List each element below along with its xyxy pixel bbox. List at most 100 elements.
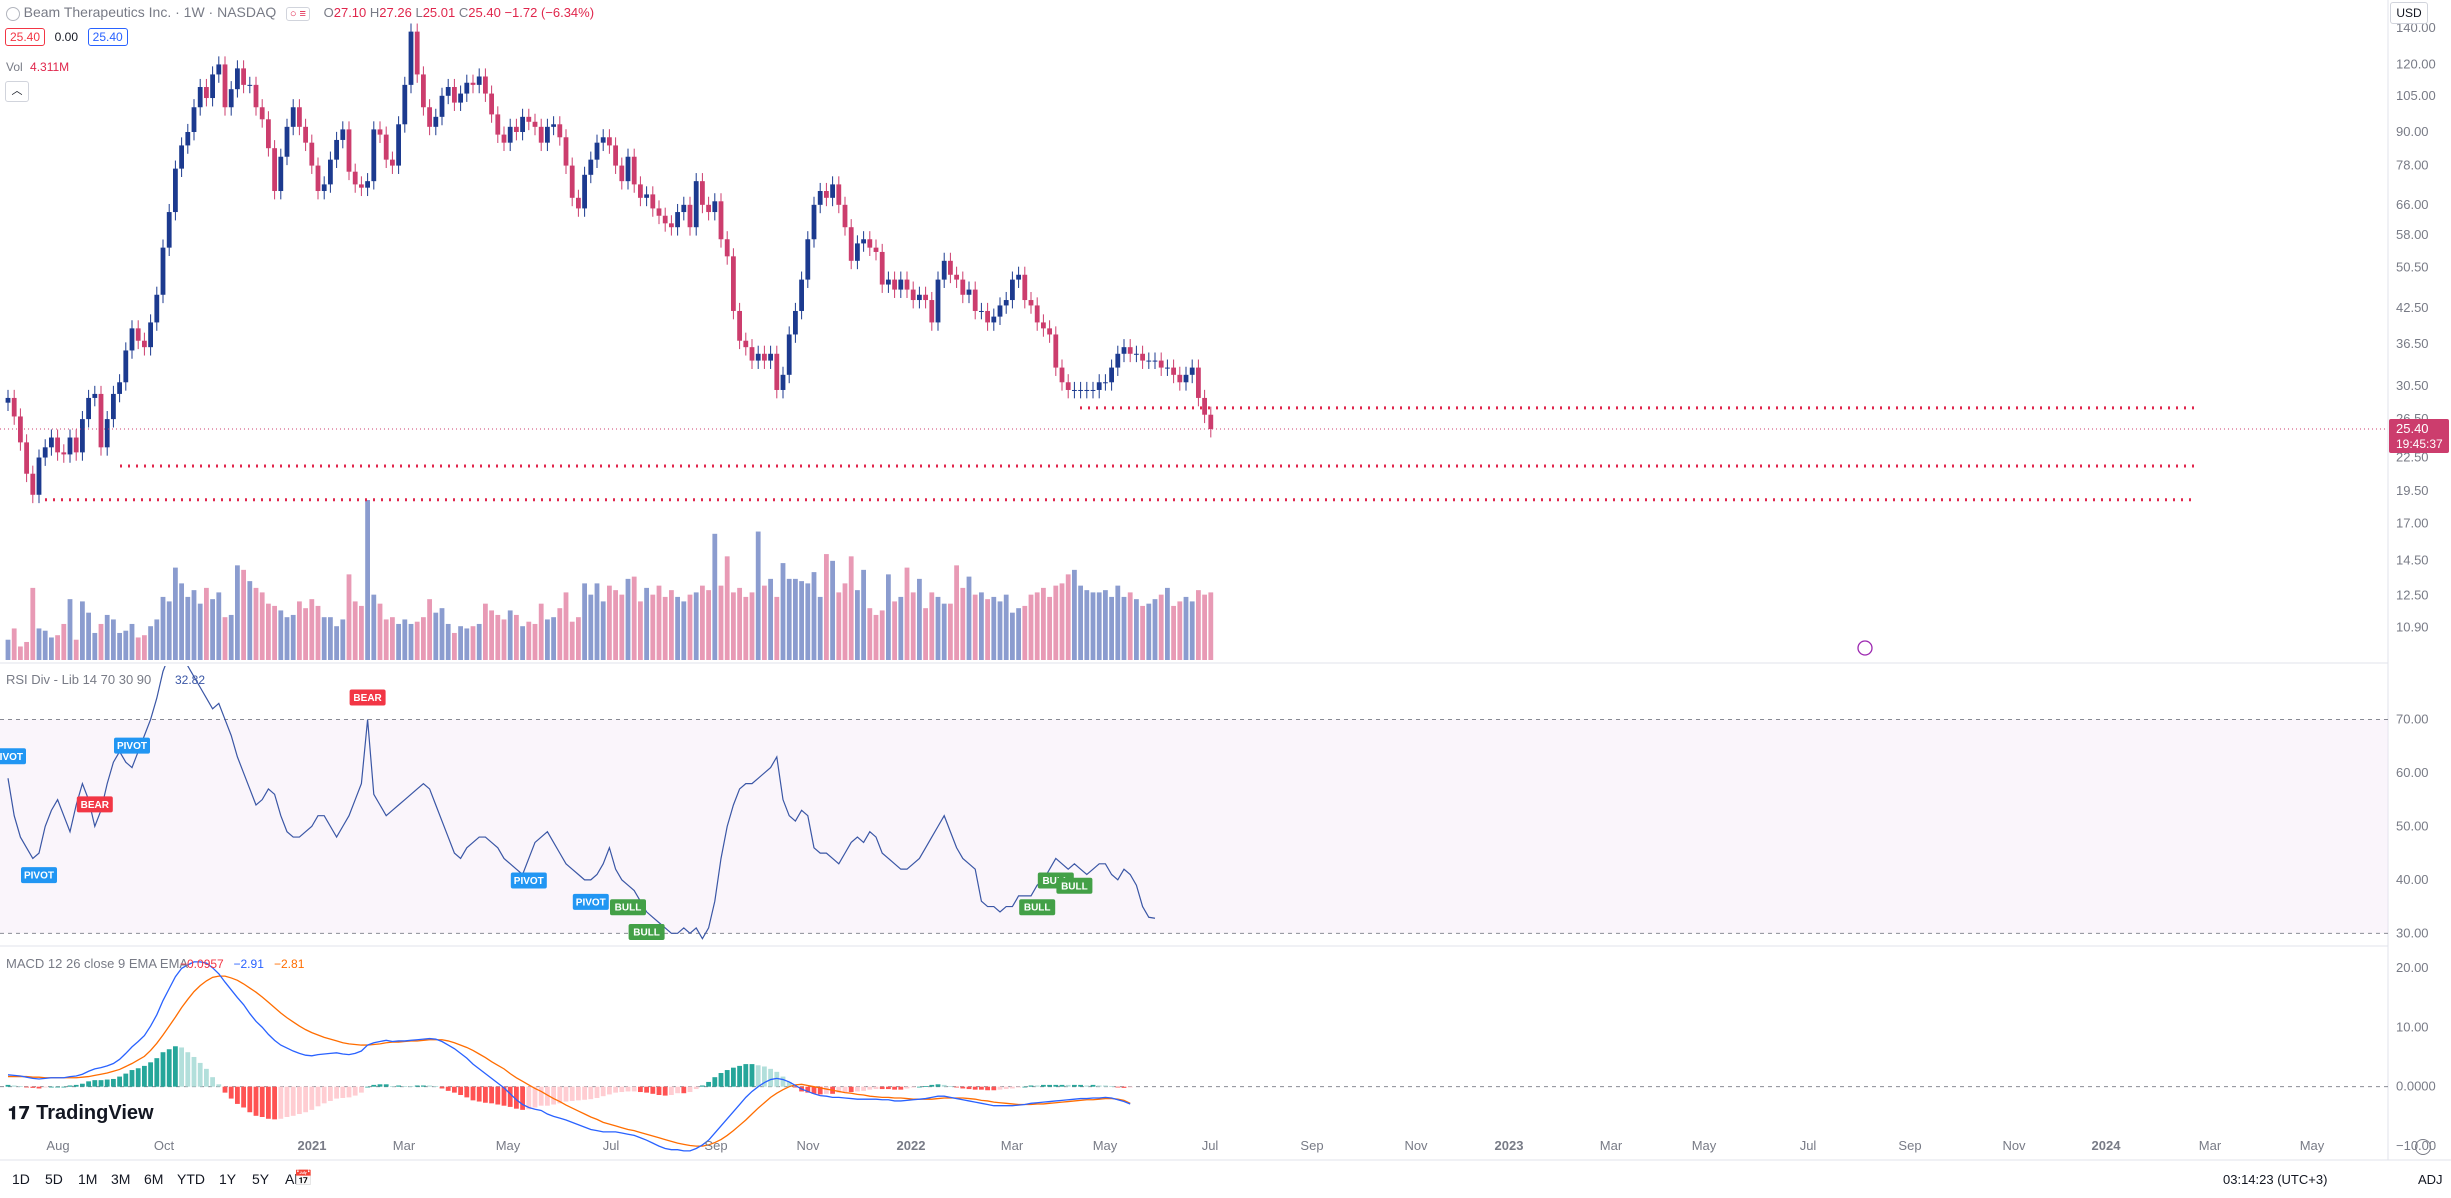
candle-body bbox=[1189, 367, 1195, 375]
macd-histogram-bar bbox=[24, 1086, 29, 1088]
macd-histogram-bar bbox=[1053, 1084, 1059, 1087]
macd-histogram-bar bbox=[588, 1086, 594, 1100]
candle-body bbox=[1034, 305, 1040, 323]
volume-bar bbox=[582, 583, 587, 660]
candle-body bbox=[309, 142, 315, 166]
ohlc-close: 25.40 bbox=[468, 5, 501, 20]
calendar-range-icon[interactable]: 📅 bbox=[294, 1170, 313, 1187]
candle-body bbox=[1177, 374, 1183, 383]
macd-histogram-bar bbox=[1084, 1085, 1090, 1087]
volume-bar bbox=[1065, 574, 1071, 660]
candle-body bbox=[681, 204, 687, 213]
rsi-signal-bull: BULL bbox=[610, 899, 646, 916]
macd-histogram-bar bbox=[557, 1086, 563, 1104]
macd-histogram-bar bbox=[644, 1086, 649, 1093]
candle-body bbox=[662, 215, 668, 224]
candle-body bbox=[644, 194, 649, 198]
candle-body bbox=[49, 437, 54, 448]
candle-body bbox=[910, 289, 916, 301]
candle-body bbox=[836, 184, 842, 205]
macd-histogram-bar bbox=[290, 1086, 296, 1116]
macd-histogram-bar bbox=[104, 1079, 110, 1087]
timeframe-button-5d[interactable]: 5D bbox=[45, 1171, 63, 1187]
volume-bar bbox=[879, 610, 885, 660]
candle-body bbox=[569, 165, 575, 198]
volume-bar bbox=[1109, 596, 1114, 660]
candle-body bbox=[129, 328, 135, 351]
timeframe-button-1d[interactable]: 1D bbox=[12, 1171, 30, 1187]
timeframe-button-1m[interactable]: 1M bbox=[78, 1171, 98, 1187]
volume-bar bbox=[414, 621, 420, 660]
rsi-signal-bear: BEAR bbox=[349, 689, 386, 706]
candle-body bbox=[197, 87, 203, 108]
tradingview-brand[interactable]: 𝟏𝟳 TradingView bbox=[8, 1102, 154, 1125]
time-tick-label: Mar bbox=[2199, 1138, 2222, 1153]
timeframe-button-all[interactable]: All bbox=[285, 1171, 301, 1187]
settings-gear-icon[interactable] bbox=[2415, 1139, 2431, 1155]
timeframe-button-1y[interactable]: 1Y bbox=[219, 1171, 237, 1187]
time-tick-label: Nov bbox=[1404, 1138, 1428, 1153]
rsi-signal-pivot: PIVOT bbox=[572, 893, 609, 910]
volume-bar bbox=[731, 592, 736, 660]
macd-histogram-bar bbox=[402, 1086, 408, 1087]
collapse-legend-button[interactable]: ︿ bbox=[5, 81, 29, 102]
signal-label: BULL bbox=[1061, 881, 1088, 892]
candle-body bbox=[24, 442, 29, 474]
volume-bar bbox=[793, 578, 798, 660]
volume-bar bbox=[42, 630, 48, 660]
candle-body bbox=[464, 82, 470, 94]
macd-histogram-bar bbox=[18, 1086, 23, 1087]
volume-bar bbox=[117, 632, 122, 660]
candle-body bbox=[73, 437, 79, 453]
volume-bar bbox=[910, 592, 916, 660]
symbol-name[interactable]: Beam Therapeutics Inc. · 1W · NASDAQ bbox=[23, 4, 277, 20]
price-tick-label: 19.50 bbox=[2396, 483, 2429, 498]
volume-bar bbox=[24, 641, 29, 660]
time-tick-label: Mar bbox=[393, 1138, 416, 1153]
macd-histogram-bar bbox=[247, 1086, 253, 1113]
price-tick-label: 12.50 bbox=[2396, 588, 2429, 603]
clock[interactable]: 03:14:23 (UTC+3) bbox=[2223, 1172, 2328, 1187]
adjust-button[interactable]: ADJ bbox=[2418, 1172, 2443, 1187]
candle-body bbox=[700, 181, 705, 205]
volume-bar bbox=[780, 563, 786, 660]
ask-price-button[interactable]: 25.40 bbox=[87, 28, 128, 46]
volume-bar bbox=[1134, 599, 1139, 660]
volume-bar bbox=[160, 596, 166, 660]
volume-bar bbox=[18, 646, 23, 660]
macd-histogram-bar bbox=[117, 1076, 122, 1087]
candle-body bbox=[253, 84, 259, 108]
candle-body bbox=[768, 353, 773, 361]
timeframe-button-6m[interactable]: 6M bbox=[144, 1171, 164, 1187]
rsi-tick-label: 60.00 bbox=[2396, 765, 2429, 780]
chart-controls-icon[interactable]: ○ ≡ bbox=[285, 7, 310, 21]
currency-button[interactable]: USD bbox=[2390, 2, 2428, 24]
volume-bar bbox=[439, 608, 445, 660]
candle-body bbox=[811, 204, 817, 240]
candle-body bbox=[61, 452, 67, 455]
candle-body bbox=[638, 184, 643, 198]
price-tick-label: 105.00 bbox=[2396, 88, 2436, 103]
macd-histogram-bar bbox=[954, 1086, 959, 1088]
timeframe-button-3m[interactable]: 3M bbox=[111, 1171, 131, 1187]
candle-body bbox=[917, 294, 922, 301]
volume-bar bbox=[49, 637, 54, 660]
candle-body bbox=[427, 107, 432, 127]
volume-bar bbox=[712, 533, 718, 660]
macd-histogram-bar bbox=[259, 1086, 265, 1117]
candle-body bbox=[799, 279, 804, 311]
time-tick-label: May bbox=[1093, 1138, 1118, 1153]
timeframe-button-ytd[interactable]: YTD bbox=[177, 1171, 205, 1187]
bid-price-button[interactable]: 25.40 bbox=[5, 28, 46, 46]
timeframe-button-5y[interactable]: 5Y bbox=[252, 1171, 270, 1187]
macd-histogram-bar bbox=[662, 1086, 668, 1096]
candle-body bbox=[656, 208, 662, 216]
time-tick-label: Jul bbox=[603, 1138, 620, 1153]
volume-bar bbox=[173, 567, 178, 660]
last-price-badge bbox=[2389, 419, 2449, 454]
volume-bar bbox=[904, 567, 910, 660]
volume-bar bbox=[898, 596, 904, 660]
chevron-up-icon: ︿ bbox=[11, 85, 23, 97]
macd-histogram-bar bbox=[135, 1068, 141, 1087]
